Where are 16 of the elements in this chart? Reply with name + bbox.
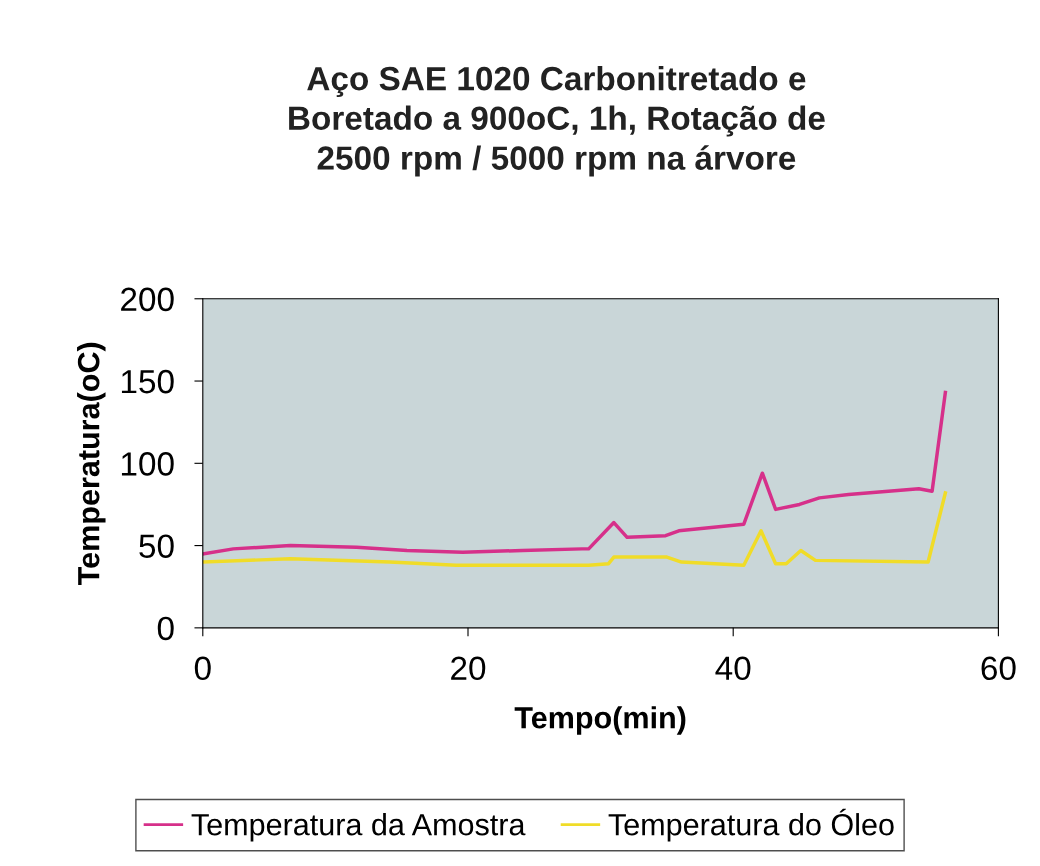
y-tick-label: 50 — [139, 534, 174, 558]
x-tick-label: 40 — [715, 656, 751, 681]
y-tick-label: 0 — [157, 616, 174, 641]
y-tick-label: 200 — [121, 287, 174, 312]
x-axis-title: Tempo(min) — [514, 706, 686, 735]
y-tick-label: 150 — [121, 369, 174, 394]
y-axis-title: Temperatura(oC) — [77, 342, 106, 585]
y-tick-label: 100 — [121, 452, 174, 476]
x-tick-label: 20 — [451, 656, 486, 681]
x-tick-label: 60 — [981, 656, 1016, 681]
line-series — [202, 390, 948, 556]
chart-title: Aço SAE 1020 Carbonitretado e Boretado a 900oC, 1h, Rotação de 2500 rpm / 5000 rpm na árvore — [289, 65, 825, 177]
line-series — [202, 491, 948, 568]
legend-label: Temperatura da Amostra — [191, 813, 526, 842]
legend-label: Temperatura do Óleo — [608, 808, 894, 842]
x-tick-label: 0 — [194, 656, 211, 681]
